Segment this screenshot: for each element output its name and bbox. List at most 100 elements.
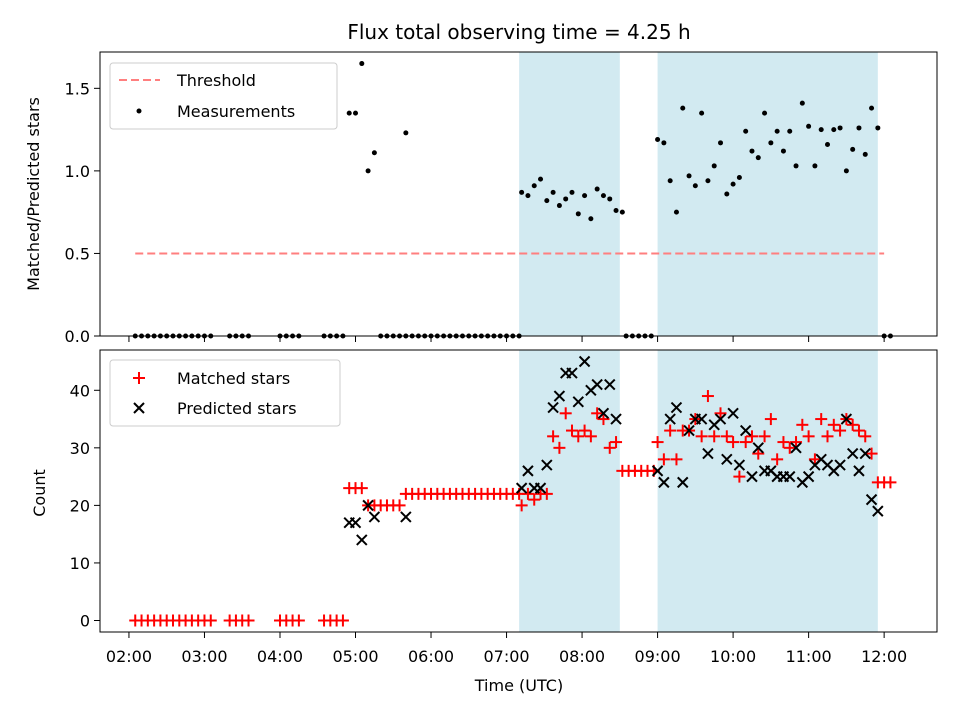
matched-star-point [528, 493, 541, 506]
matched-star-point [610, 436, 623, 449]
plot-frame [99, 51, 938, 337]
observing-window [519, 350, 620, 632]
measurement-point [661, 140, 667, 146]
measurement-point [607, 196, 613, 202]
matched-star-point [783, 441, 796, 454]
measurement-point [818, 127, 824, 133]
y-axis-ticks: 0 10 20 30 40 [70, 381, 100, 630]
measurement-point [762, 110, 768, 116]
predicted-star-point [802, 470, 815, 483]
predicted-star-point [840, 413, 853, 425]
predicted-star-point [362, 499, 374, 512]
predicted-star-point [670, 401, 683, 414]
measurement-point [718, 140, 724, 146]
matched-star-point [808, 453, 821, 466]
matched-star-point [790, 436, 803, 449]
matched-star-point [771, 453, 784, 466]
predicted-star-point [695, 413, 708, 425]
legend-frame [109, 359, 341, 427]
measurement-point [699, 110, 705, 116]
matched-star-point [336, 614, 349, 627]
x-tick-label: 09:00 [635, 647, 681, 666]
ratio-panel: 0.0 0.5 1.0 1.5 Matched/Predicted stars Thr… [24, 51, 938, 346]
measurement-point [736, 174, 742, 180]
predicted-star-point [658, 476, 670, 489]
observing-window [657, 350, 878, 632]
matched-star-point [865, 447, 878, 460]
measurement-point [353, 110, 359, 116]
measurement-point [711, 163, 717, 169]
measurement-point [588, 216, 594, 222]
matched-star-point [657, 453, 670, 466]
matched-star-point [547, 430, 560, 443]
measurement-point [531, 183, 537, 189]
predicted-star-point [872, 505, 884, 517]
x-tick-label: 04:00 [257, 647, 303, 666]
measurement-point [346, 110, 352, 116]
predicted-star-point [597, 407, 610, 420]
measurement-point [594, 186, 600, 192]
predicted-star-point [733, 459, 746, 471]
matched-star-point [597, 413, 610, 426]
measurement-point [544, 198, 550, 204]
matched-star-point [701, 390, 714, 403]
matched-star-point [521, 487, 534, 500]
x-axis-ticks: 02:00 03:00 04:00 05:00 06:00 07:00 08:00 09:00… [106, 632, 907, 666]
measurement-point [673, 209, 679, 215]
measurement-point [862, 151, 868, 157]
matched-star-point [714, 407, 727, 420]
x-tick-label: 12:00 [861, 647, 907, 666]
observing-window [657, 52, 878, 336]
predicted-star-point [677, 476, 689, 489]
legend: Threshold Measurements [109, 62, 338, 130]
predicted-star-point [784, 470, 796, 483]
predicted-star-point [368, 511, 381, 523]
matched-star-point [292, 614, 305, 627]
y-axis-ticks: 0.0 0.5 1.0 1.5 [65, 79, 100, 346]
matched-star-point [777, 436, 790, 449]
predicted-star-point [834, 459, 846, 471]
x-axis-ticks [128, 336, 885, 342]
measurement-point [686, 173, 692, 179]
predicted-star-point [400, 511, 412, 523]
legend-measurements-label: Measurements [177, 102, 295, 121]
matched-star-point [739, 436, 752, 449]
predicted-star-point [349, 516, 362, 529]
legend: Matched stars Predicted stars [109, 359, 341, 427]
matched-star-point [827, 418, 840, 431]
measurement-point [806, 123, 812, 129]
measurement-point [692, 183, 698, 189]
y-tick-label: 20 [70, 496, 90, 515]
measurement-point [575, 211, 581, 217]
predicted-star-point [853, 465, 865, 477]
legend-predicted-label: Predicted stars [177, 399, 297, 418]
measurement-point [768, 140, 774, 146]
predicted-star-point [714, 413, 727, 425]
matched-star-point [834, 424, 847, 437]
y-tick-label: 0.5 [65, 244, 90, 263]
y-axis-title: Count [30, 469, 49, 517]
predicted-star-point [356, 534, 368, 546]
predicted-star-point [553, 390, 566, 402]
legend-frame [109, 62, 338, 130]
predicted-star-point [566, 367, 578, 379]
measurement-point [655, 137, 661, 143]
measurement-point [774, 128, 780, 134]
measurement-point [569, 189, 575, 195]
measurement-point [667, 178, 673, 184]
measurement-point [749, 148, 755, 154]
matched-star-point [591, 407, 604, 420]
matched-star-point [764, 413, 777, 426]
y-tick-label: 30 [70, 439, 90, 458]
matched-star-point [884, 476, 897, 489]
matched-star-point [670, 453, 683, 466]
measurement-point [787, 128, 793, 134]
measurement-point [799, 100, 805, 106]
matched-star-point [572, 430, 585, 443]
measurement-point [600, 193, 606, 199]
matched-star-point [515, 499, 528, 512]
matched-star-point [821, 430, 834, 443]
count-panel: 0 10 20 30 40 02:00 03:00 04:00 05:00 06:00 07:00… [30, 349, 938, 695]
measurement-point [743, 128, 749, 134]
y-tick-label: 1.5 [65, 79, 90, 98]
